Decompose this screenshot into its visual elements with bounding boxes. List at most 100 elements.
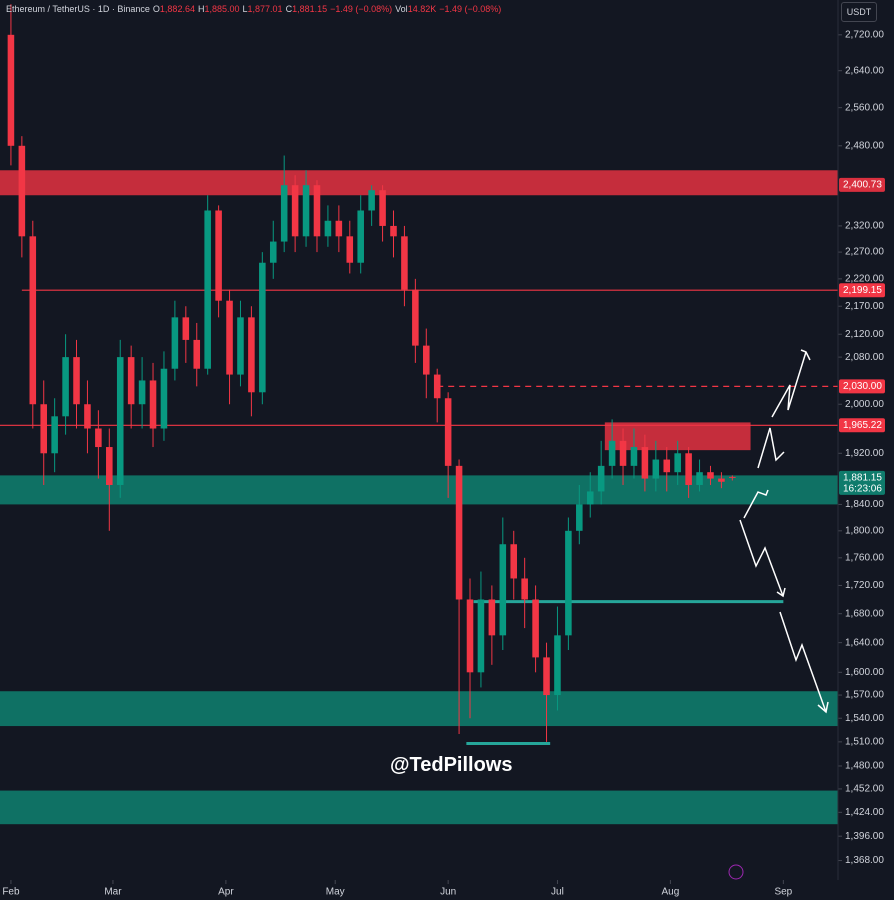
candle-body (630, 447, 638, 466)
candle-body (7, 34, 15, 146)
y-tick-label: 2,170.00 (845, 301, 884, 312)
ohlc-value: 1,885.00 (204, 4, 240, 14)
currency-button[interactable]: USDT (841, 2, 877, 22)
candle-body (62, 357, 69, 417)
candle-body (412, 289, 419, 346)
price-tag (839, 283, 885, 298)
y-tick-label: 2,640.00 (845, 65, 884, 76)
price-tag-label: 2,199.15 (843, 285, 882, 296)
zone (0, 790, 838, 825)
ohlc-value: −1.49 (−0.08%) (330, 4, 393, 14)
price-tag (839, 379, 885, 394)
ohlc-item: O1,882.64 (153, 4, 195, 14)
candle-body (619, 440, 627, 466)
x-tick-label: Jun (440, 887, 456, 898)
candle-body (324, 220, 332, 237)
y-tick-label: 1,396.00 (845, 831, 884, 842)
candle-body (127, 357, 135, 405)
candle-body (302, 185, 310, 237)
x-tick-label: Mar (104, 887, 122, 898)
candle-body (106, 447, 113, 485)
arrow-head (817, 701, 829, 714)
arrow-head (776, 587, 786, 598)
candle-body (368, 190, 375, 211)
price-tag-label: 1,965.22 (843, 420, 882, 431)
ohlc-key: O (152, 4, 160, 14)
candle-body (149, 380, 157, 429)
candle-body (215, 210, 222, 301)
candle-body (160, 368, 168, 429)
zone (0, 691, 838, 727)
y-tick-label: 1,510.00 (845, 737, 884, 748)
candle-body (597, 465, 605, 492)
ohlc-key: C (285, 4, 293, 14)
projection-arrows (739, 349, 829, 714)
candle-body (204, 210, 211, 369)
candle-body (433, 374, 441, 399)
price-tag-label: 2,030.00 (843, 381, 882, 392)
ohlc-item: Vol14.82K (395, 4, 436, 14)
y-tick-label: 1,452.00 (845, 784, 884, 795)
candle-body (390, 225, 397, 237)
candle-body (291, 185, 299, 237)
price-tag-label: 2,400.73 (843, 179, 882, 190)
candle-body (259, 262, 266, 393)
candle-body (95, 428, 102, 448)
candle-body (477, 599, 485, 673)
y-tick-label: 1,540.00 (845, 713, 884, 724)
y-tick-label: 1,640.00 (845, 637, 884, 648)
candle-body (313, 185, 321, 237)
ohlc-value: 1,882.64 (159, 4, 195, 14)
candle-body (84, 404, 91, 429)
candle-body (226, 300, 233, 375)
ohlc-value: 1,881.15 (292, 4, 328, 14)
ohlc-value: −1.49 (−0.08%) (439, 4, 502, 14)
candle-body (138, 380, 146, 405)
y-tick-label: 1,600.00 (845, 667, 884, 678)
candle-body (510, 544, 518, 579)
candle-body (51, 416, 58, 454)
arrow-bounce (743, 489, 769, 519)
lightning-icon[interactable] (728, 864, 744, 880)
candle-body (193, 339, 201, 369)
price-tag (839, 418, 885, 433)
y-tick-label: 1,424.00 (845, 807, 884, 818)
candle-body (543, 657, 550, 696)
legend-header: Ethereum / TetherUS · 1D · Binance O1,882… (6, 4, 504, 14)
y-tick-label: 2,480.00 (845, 140, 884, 151)
candle-body (269, 241, 277, 263)
ohlc-item: C1,881.15 (286, 4, 328, 14)
candle-body (663, 459, 671, 473)
ohlc-item: H1,885.00 (198, 4, 240, 14)
candle-body (729, 476, 736, 478)
y-tick-label: 1,760.00 (845, 552, 884, 563)
x-tick-label: Apr (218, 887, 234, 898)
ohlc-value: 14.82K (407, 4, 437, 14)
candle-body (707, 472, 714, 479)
zone (0, 170, 838, 196)
y-tick-label: 2,120.00 (845, 329, 884, 340)
candle-body (576, 504, 583, 531)
symbol-title: Ethereum / TetherUS · 1D · Binance (6, 4, 150, 14)
price-tag (839, 177, 885, 192)
candle-body (532, 599, 539, 658)
ohlc-key: H (197, 4, 205, 14)
ohlc-item: L1,877.01 (243, 4, 283, 14)
candle-body (401, 236, 408, 290)
zone (0, 475, 838, 505)
arrow-up (771, 351, 807, 418)
x-tick-label: Sep (774, 887, 792, 898)
candle-body (357, 210, 364, 263)
candle-body (116, 357, 124, 485)
candle-body (641, 447, 649, 479)
x-tick-label: Feb (2, 887, 20, 898)
ohlc-value: 1,877.01 (247, 4, 283, 14)
y-tick-label: 2,220.00 (845, 273, 884, 284)
candle-body (586, 491, 594, 505)
arrow-down (739, 519, 784, 597)
y-tick-label: 2,270.00 (845, 247, 884, 258)
candle-body (40, 404, 48, 454)
ohlc-item: −1.49 (−0.08%) (330, 4, 392, 14)
price-tag-countdown: 16:23:06 (843, 483, 882, 494)
